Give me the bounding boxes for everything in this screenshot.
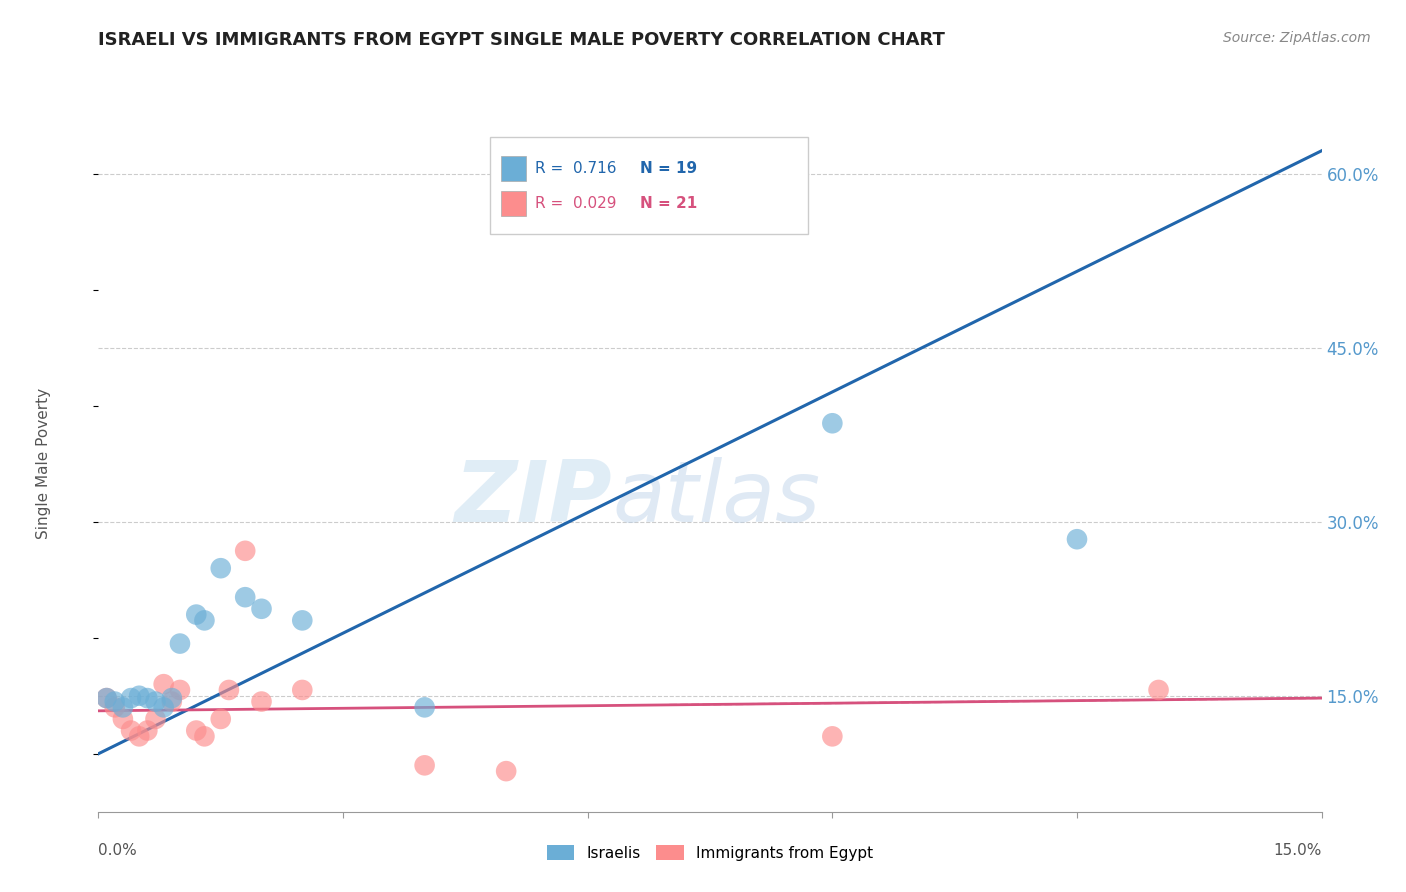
Point	[193, 730, 215, 744]
Point	[96, 691, 118, 706]
Point	[209, 561, 232, 575]
Point	[250, 601, 273, 615]
Point	[152, 700, 174, 714]
Point	[209, 712, 232, 726]
Point	[193, 614, 215, 628]
Point	[128, 689, 150, 703]
Point	[250, 694, 273, 708]
Text: 0.0%: 0.0%	[98, 843, 138, 858]
Text: R =  0.716: R = 0.716	[534, 161, 616, 176]
Point	[104, 694, 127, 708]
Text: N = 19: N = 19	[640, 161, 697, 176]
Point	[1066, 532, 1088, 546]
Point	[120, 691, 142, 706]
Legend: Israelis, Immigrants from Egypt: Israelis, Immigrants from Egypt	[541, 838, 879, 867]
Point	[821, 416, 844, 430]
Point	[1147, 683, 1170, 698]
Point	[160, 691, 183, 706]
Text: N = 21: N = 21	[640, 196, 697, 211]
Point	[233, 543, 256, 558]
Point	[186, 607, 208, 622]
Text: ISRAELI VS IMMIGRANTS FROM EGYPT SINGLE MALE POVERTY CORRELATION CHART: ISRAELI VS IMMIGRANTS FROM EGYPT SINGLE …	[98, 31, 945, 49]
Point	[136, 691, 159, 706]
Point	[160, 694, 183, 708]
Text: Single Male Poverty: Single Male Poverty	[37, 388, 51, 540]
Point	[128, 730, 150, 744]
Point	[413, 758, 436, 772]
Point	[233, 591, 256, 605]
Point	[291, 683, 314, 698]
Point	[169, 683, 191, 698]
Point	[821, 730, 844, 744]
Point	[136, 723, 159, 738]
Text: ZIP: ZIP	[454, 457, 612, 541]
Text: Source: ZipAtlas.com: Source: ZipAtlas.com	[1223, 31, 1371, 45]
Point	[218, 683, 240, 698]
Text: R =  0.029: R = 0.029	[534, 196, 616, 211]
Point	[186, 723, 208, 738]
Point	[291, 614, 314, 628]
Point	[96, 691, 118, 706]
Point	[152, 677, 174, 691]
Point	[145, 712, 167, 726]
Point	[104, 700, 127, 714]
Point	[111, 700, 134, 714]
Point	[169, 637, 191, 651]
Text: 15.0%: 15.0%	[1274, 843, 1322, 858]
Text: atlas: atlas	[612, 457, 820, 541]
Point	[111, 712, 134, 726]
Point	[145, 694, 167, 708]
Point	[120, 723, 142, 738]
Point	[413, 700, 436, 714]
Point	[495, 764, 517, 778]
